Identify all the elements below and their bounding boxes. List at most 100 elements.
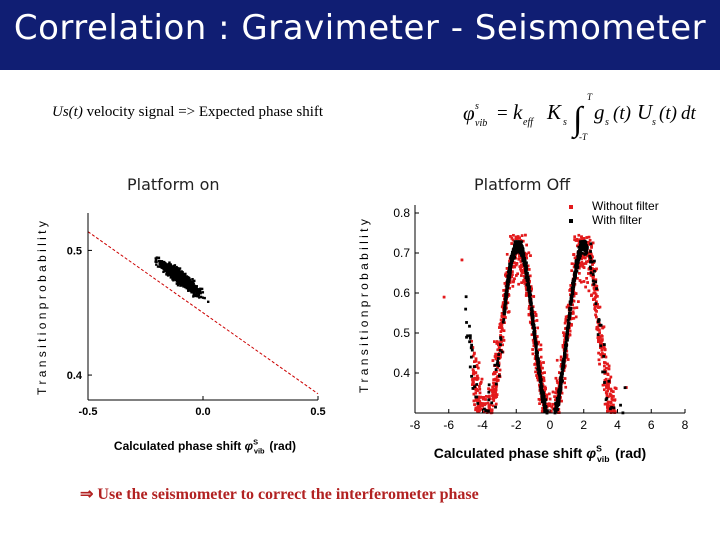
legend-label: With filter	[592, 213, 642, 227]
point-without-filter	[520, 263, 523, 267]
x-axis-label-sup: S	[253, 438, 258, 447]
formula-k-sub: eff	[523, 117, 534, 128]
formula-U: U	[637, 100, 654, 124]
point-with-filter	[503, 310, 507, 314]
point-without-filter	[530, 287, 533, 291]
chart-platform-on: -0.5 0.0 0.50.40.5T r a n s i t i o n p r …	[35, 213, 326, 456]
point-without-filter	[520, 274, 523, 277]
point-without-filter	[509, 280, 512, 284]
point-with-filter	[544, 398, 548, 402]
point-without-filter	[570, 269, 574, 272]
point-with-filter	[577, 250, 581, 254]
point-with-filter	[572, 282, 576, 286]
point-with-filter	[518, 244, 522, 248]
data-point	[199, 295, 203, 299]
data-point	[196, 288, 200, 291]
data-point	[186, 279, 190, 283]
point-with-filter	[497, 353, 501, 356]
point-without-filter	[493, 396, 496, 399]
point-without-filter	[525, 243, 528, 247]
point-with-filter	[508, 265, 512, 269]
point-with-filter	[506, 282, 510, 286]
point-without-filter	[542, 361, 545, 364]
point-without-filter	[612, 403, 615, 407]
point-without-filter	[512, 261, 516, 264]
point-with-filter	[605, 397, 609, 400]
point-with-filter	[567, 326, 570, 330]
point-without-filter	[559, 358, 563, 362]
point-without-filter	[487, 387, 490, 391]
point-with-filter	[556, 404, 559, 408]
point-without-filter	[606, 400, 610, 404]
y-tick-label: 0.5	[393, 326, 410, 340]
y-tick-label: 0.4	[67, 370, 83, 382]
point-without-filter	[499, 355, 502, 359]
point-without-filter	[561, 345, 565, 349]
point-without-filter	[531, 338, 535, 342]
data-point	[190, 291, 193, 294]
point-without-filter	[612, 409, 616, 412]
point-with-filter	[469, 355, 473, 359]
point-without-filter	[514, 237, 518, 240]
point-without-filter	[580, 257, 584, 261]
point-without-filter	[584, 285, 587, 289]
point-with-filter	[523, 263, 526, 267]
point-with-filter	[473, 365, 476, 369]
point-without-filter	[579, 238, 582, 241]
point-with-filter	[570, 290, 574, 294]
point-without-filter	[593, 288, 596, 292]
point-with-filter	[603, 370, 607, 374]
point-without-filter	[492, 399, 496, 402]
point-without-filter	[559, 365, 563, 368]
point-without-filter	[529, 285, 533, 288]
formula-int-top: T	[587, 92, 593, 102]
data-point	[160, 262, 163, 266]
point-with-filter	[574, 268, 578, 272]
point-without-filter	[582, 266, 586, 269]
point-without-filter	[607, 404, 611, 408]
point-without-filter	[498, 368, 502, 372]
point-without-filter	[499, 330, 503, 333]
point-with-filter	[515, 240, 519, 244]
point-without-filter	[594, 296, 597, 299]
point-without-filter	[491, 359, 495, 362]
data-point	[184, 272, 187, 276]
point-without-filter	[568, 329, 572, 333]
point-without-filter	[577, 242, 581, 246]
point-with-filter	[531, 318, 534, 322]
point-without-filter	[497, 361, 501, 365]
point-without-filter	[573, 238, 576, 241]
point-without-filter	[584, 262, 588, 265]
point-without-filter	[574, 315, 578, 319]
point-with-filter	[559, 380, 563, 384]
point-without-filter	[502, 294, 505, 297]
point-without-filter	[590, 246, 593, 249]
point-with-filter	[532, 327, 536, 330]
point-with-filter	[534, 344, 538, 347]
x-axis-label-unit: (rad)	[269, 439, 296, 453]
panel-label-platform-on: Platform on	[127, 175, 220, 194]
legend-marker	[569, 205, 573, 209]
point-without-filter	[487, 395, 491, 399]
point-without-filter	[536, 326, 540, 330]
point-with-filter	[466, 334, 469, 338]
point-without-filter	[542, 378, 545, 381]
point-without-filter	[598, 362, 601, 366]
point-without-filter	[594, 278, 598, 282]
point-without-filter	[605, 402, 608, 406]
point-with-filter	[595, 287, 598, 291]
data-point	[192, 295, 195, 298]
point-without-filter	[607, 406, 610, 409]
point-with-filter	[572, 277, 575, 281]
point-without-filter	[605, 382, 609, 385]
data-point	[195, 285, 198, 288]
point-without-filter	[563, 338, 566, 342]
point-without-filter	[495, 342, 499, 345]
point-without-filter	[491, 397, 494, 401]
point-without-filter	[508, 259, 511, 263]
data-point	[160, 261, 163, 264]
point-with-filter	[502, 318, 506, 321]
point-without-filter	[587, 241, 590, 244]
point-without-filter	[606, 380, 609, 384]
x-tick-label: 0.5	[310, 406, 325, 418]
